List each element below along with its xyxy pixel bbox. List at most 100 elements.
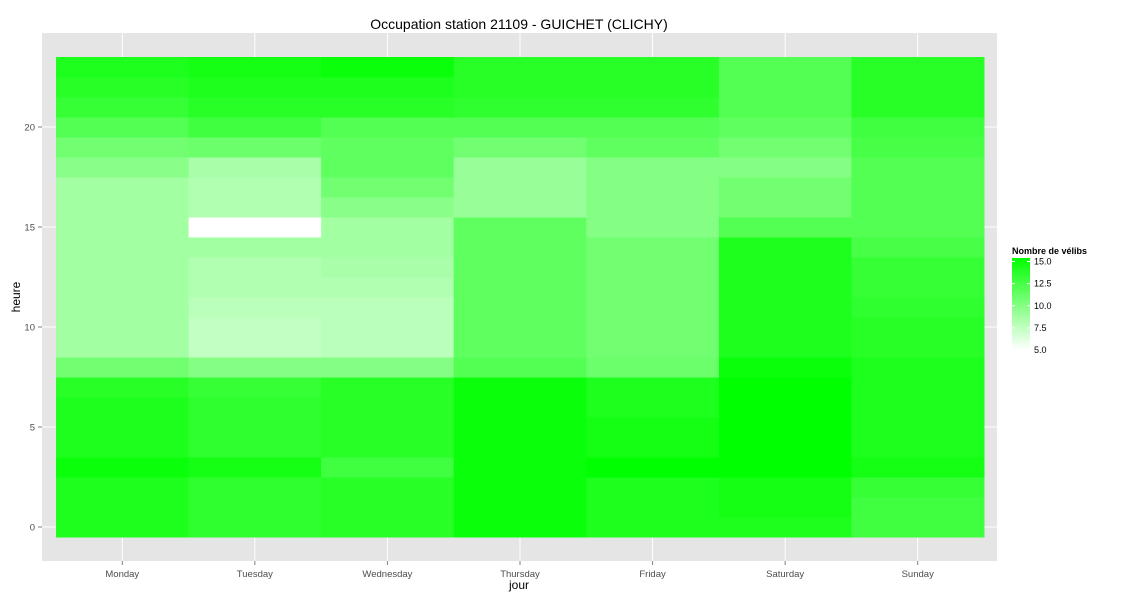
- heatmap-cell: [321, 517, 455, 538]
- heatmap-cell: [56, 417, 190, 438]
- heatmap-cell: [718, 357, 852, 378]
- heatmap-cell: [56, 197, 190, 218]
- heatmap-cell: [56, 97, 190, 118]
- heatmap-cell: [453, 117, 587, 138]
- heatmap-cell: [321, 197, 455, 218]
- heatmap-cell: [453, 277, 587, 298]
- heatmap-cell: [188, 297, 322, 318]
- heatmap-cell: [851, 117, 985, 138]
- x-tick-label: Thursday: [500, 569, 540, 580]
- heatmap-cell: [56, 397, 190, 418]
- heatmap-cell: [453, 177, 587, 198]
- heatmap-cell: [321, 317, 455, 338]
- heatmap-cell: [321, 497, 455, 518]
- heatmap-tiles: [56, 57, 985, 538]
- heatmap-cell: [586, 497, 720, 518]
- heatmap-cell: [453, 397, 587, 418]
- heatmap-cell: [321, 357, 455, 378]
- heatmap-cell: [56, 477, 190, 498]
- heatmap-cell: [56, 157, 190, 178]
- heatmap-cell: [851, 157, 985, 178]
- heatmap-cell: [56, 117, 190, 138]
- heatmap-cell: [718, 457, 852, 478]
- heatmap-cell: [718, 137, 852, 158]
- heatmap-cell: [453, 457, 587, 478]
- heatmap-cell: [321, 417, 455, 438]
- heatmap-cell: [718, 157, 852, 178]
- heatmap-cell: [586, 157, 720, 178]
- heatmap-cell: [586, 197, 720, 218]
- heatmap-cell: [851, 217, 985, 238]
- heatmap-cell: [188, 317, 322, 338]
- legend-label: 7.5: [1034, 323, 1047, 333]
- heatmap-cell: [851, 137, 985, 158]
- heatmap-cell: [188, 217, 322, 238]
- heatmap-cell: [453, 297, 587, 318]
- heatmap-cell: [321, 457, 455, 478]
- heatmap-cell: [718, 477, 852, 498]
- heatmap-cell: [851, 457, 985, 478]
- heatmap-cell: [188, 397, 322, 418]
- heatmap-cell: [321, 217, 455, 238]
- heatmap-cell: [718, 317, 852, 338]
- heatmap-cell: [586, 237, 720, 258]
- y-axis-ticks: 0 5 10 15 20: [24, 123, 42, 534]
- heatmap-cell: [718, 117, 852, 138]
- heatmap-cell: [188, 477, 322, 498]
- heatmap-cell: [321, 377, 455, 398]
- heatmap-cell: [851, 77, 985, 98]
- legend-ticks: 15.0 12.5 10.0 7.5 5.0: [1012, 257, 1052, 355]
- heatmap-cell: [56, 517, 190, 538]
- legend-label: 15.0: [1034, 257, 1052, 267]
- heatmap-cell: [586, 357, 720, 378]
- heatmap-cell: [718, 437, 852, 458]
- heatmap-cell: [321, 297, 455, 318]
- heatmap-cell: [188, 157, 322, 178]
- heatmap-cell: [851, 397, 985, 418]
- heatmap-cell: [321, 397, 455, 418]
- heatmap-cell: [453, 417, 587, 438]
- heatmap-cell: [586, 117, 720, 138]
- heatmap-cell: [453, 77, 587, 98]
- x-tick-label: Friday: [639, 569, 666, 580]
- heatmap-cell: [56, 337, 190, 358]
- heatmap-cell: [586, 477, 720, 498]
- heatmap-cell: [453, 257, 587, 278]
- heatmap-cell: [56, 377, 190, 398]
- heatmap-cell: [321, 337, 455, 358]
- heatmap-cell: [851, 257, 985, 278]
- y-tick-label: 0: [30, 523, 35, 534]
- heatmap-cell: [453, 377, 587, 398]
- heatmap-cell: [321, 77, 455, 98]
- legend-label: 10.0: [1034, 301, 1052, 311]
- heatmap-cell: [321, 437, 455, 458]
- heatmap-cell: [851, 177, 985, 198]
- heatmap-cell: [586, 77, 720, 98]
- heatmap-cell: [718, 517, 852, 538]
- heatmap-cell: [718, 97, 852, 118]
- heatmap-cell: [188, 357, 322, 378]
- heatmap-cell: [321, 177, 455, 198]
- heatmap-cell: [586, 337, 720, 358]
- legend: Nombre de vélibs 15.0 12.5 10.0 7.5 5.0: [1012, 246, 1087, 355]
- heatmap-cell: [188, 97, 322, 118]
- heatmap-cell: [56, 177, 190, 198]
- heatmap-cell: [851, 57, 985, 78]
- heatmap-cell: [586, 297, 720, 318]
- heatmap-cell: [718, 257, 852, 278]
- heatmap-cell: [586, 377, 720, 398]
- heatmap-cell: [851, 197, 985, 218]
- heatmap-cell: [188, 137, 322, 158]
- heatmap-cell: [851, 377, 985, 398]
- heatmap-cell: [586, 217, 720, 238]
- heatmap-cell: [188, 77, 322, 98]
- heatmap-cell: [188, 277, 322, 298]
- x-tick-label: Wednesday: [362, 569, 412, 580]
- heatmap-cell: [188, 237, 322, 258]
- heatmap-cell: [453, 97, 587, 118]
- x-axis-ticks: Monday Tuesday Wednesday Thursday Friday Satu…: [105, 561, 934, 580]
- heatmap-cell: [851, 357, 985, 378]
- heatmap-cell: [586, 177, 720, 198]
- heatmap-cell: [718, 237, 852, 258]
- x-tick-label: Monday: [105, 569, 139, 580]
